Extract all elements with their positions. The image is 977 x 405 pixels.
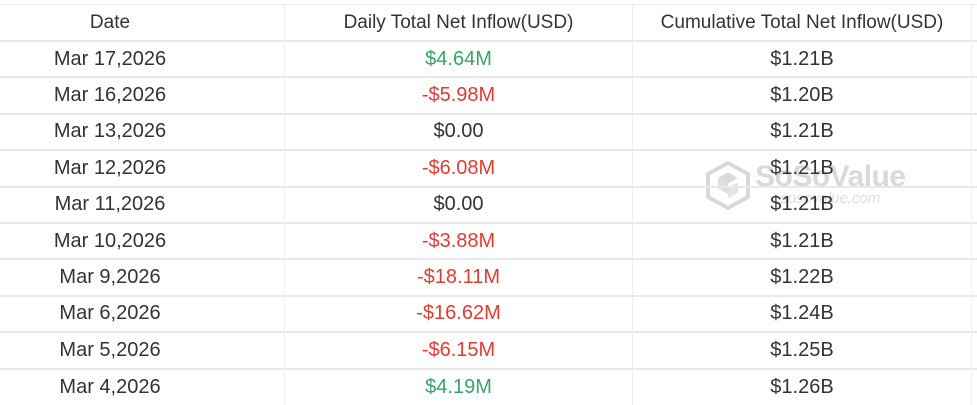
table-row: Mar 16,2026 -$5.98M $1.20B [0, 78, 977, 115]
cumulative-net-inflow-cell: $1.21B [633, 151, 972, 186]
table-row: Mar 10,2026 -$3.88M $1.21B [0, 223, 977, 261]
net-inflow-table: Date Daily Total Net Inflow(USD) Cumulat… [0, 4, 977, 405]
daily-net-inflow-cell: -$6.08M [285, 151, 633, 186]
date-cell: Mar 17,2026 [0, 42, 285, 77]
table-row: Mar 6,2026 -$16.62M $1.24B [0, 296, 977, 334]
date-cell: Mar 13,2026 [0, 114, 285, 150]
daily-net-inflow-cell: $0.00 [285, 187, 633, 222]
cumulative-net-inflow-cell: $1.21B [633, 223, 972, 259]
daily-net-inflow-cell: $0.00 [285, 114, 633, 150]
cumulative-net-inflow-cell: $1.25B [633, 333, 972, 368]
table-row: Mar 5,2026 -$6.15M $1.25B [0, 333, 977, 370]
table-row: Mar 17,2026 $4.64M $1.21B [0, 42, 977, 79]
date-cell: Mar 10,2026 [0, 223, 285, 259]
table-row: Mar 12,2026 -$6.08M $1.21B [0, 151, 977, 188]
daily-net-inflow-cell: -$3.88M [285, 223, 633, 259]
daily-net-inflow-cell: -$5.98M [285, 78, 633, 113]
table-row: Mar 11,2026 $0.00 $1.21B [0, 187, 977, 224]
date-cell: Mar 4,2026 [0, 369, 285, 405]
cumulative-net-inflow-cell: $1.20B [633, 78, 972, 113]
date-cell: Mar 16,2026 [0, 78, 285, 113]
cumulative-net-inflow-cell: $1.21B [633, 114, 972, 150]
date-cell: Mar 9,2026 [0, 260, 285, 295]
daily-net-inflow-cell: -$16.62M [285, 296, 633, 332]
table-header-row: Date Daily Total Net Inflow(USD) Cumulat… [0, 5, 977, 42]
date-cell: Mar 12,2026 [0, 151, 285, 186]
table-row: Mar 4,2026 $4.19M $1.26B [0, 369, 977, 405]
cumulative-net-inflow-cell: $1.26B [633, 369, 972, 405]
cumulative-net-inflow-cell: $1.24B [633, 296, 972, 332]
daily-net-inflow-cell: $4.64M [285, 42, 633, 77]
column-header-daily: Daily Total Net Inflow(USD) [285, 5, 633, 40]
table-row: Mar 13,2026 $0.00 $1.21B [0, 114, 977, 152]
cumulative-net-inflow-cell: $1.21B [633, 42, 972, 77]
table-row: Mar 9,2026 -$18.11M $1.22B [0, 260, 977, 297]
date-cell: Mar 6,2026 [0, 296, 285, 332]
cumulative-net-inflow-cell: $1.22B [633, 260, 972, 295]
table-body: Mar 17,2026 $4.64M $1.21B Mar 16,2026 -$5.98… [0, 42, 977, 405]
daily-net-inflow-cell: -$6.15M [285, 333, 633, 368]
date-cell: Mar 5,2026 [0, 333, 285, 368]
daily-net-inflow-cell: $4.19M [285, 369, 633, 405]
column-header-date: Date [0, 5, 285, 40]
daily-net-inflow-cell: -$18.11M [285, 260, 633, 295]
cumulative-net-inflow-cell: $1.21B [633, 187, 972, 222]
date-cell: Mar 11,2026 [0, 187, 285, 222]
net-inflow-table-page: SoSoValue sosovalue.com Date Daily Total… [0, 4, 977, 405]
column-header-cumulative: Cumulative Total Net Inflow(USD) [633, 5, 972, 40]
